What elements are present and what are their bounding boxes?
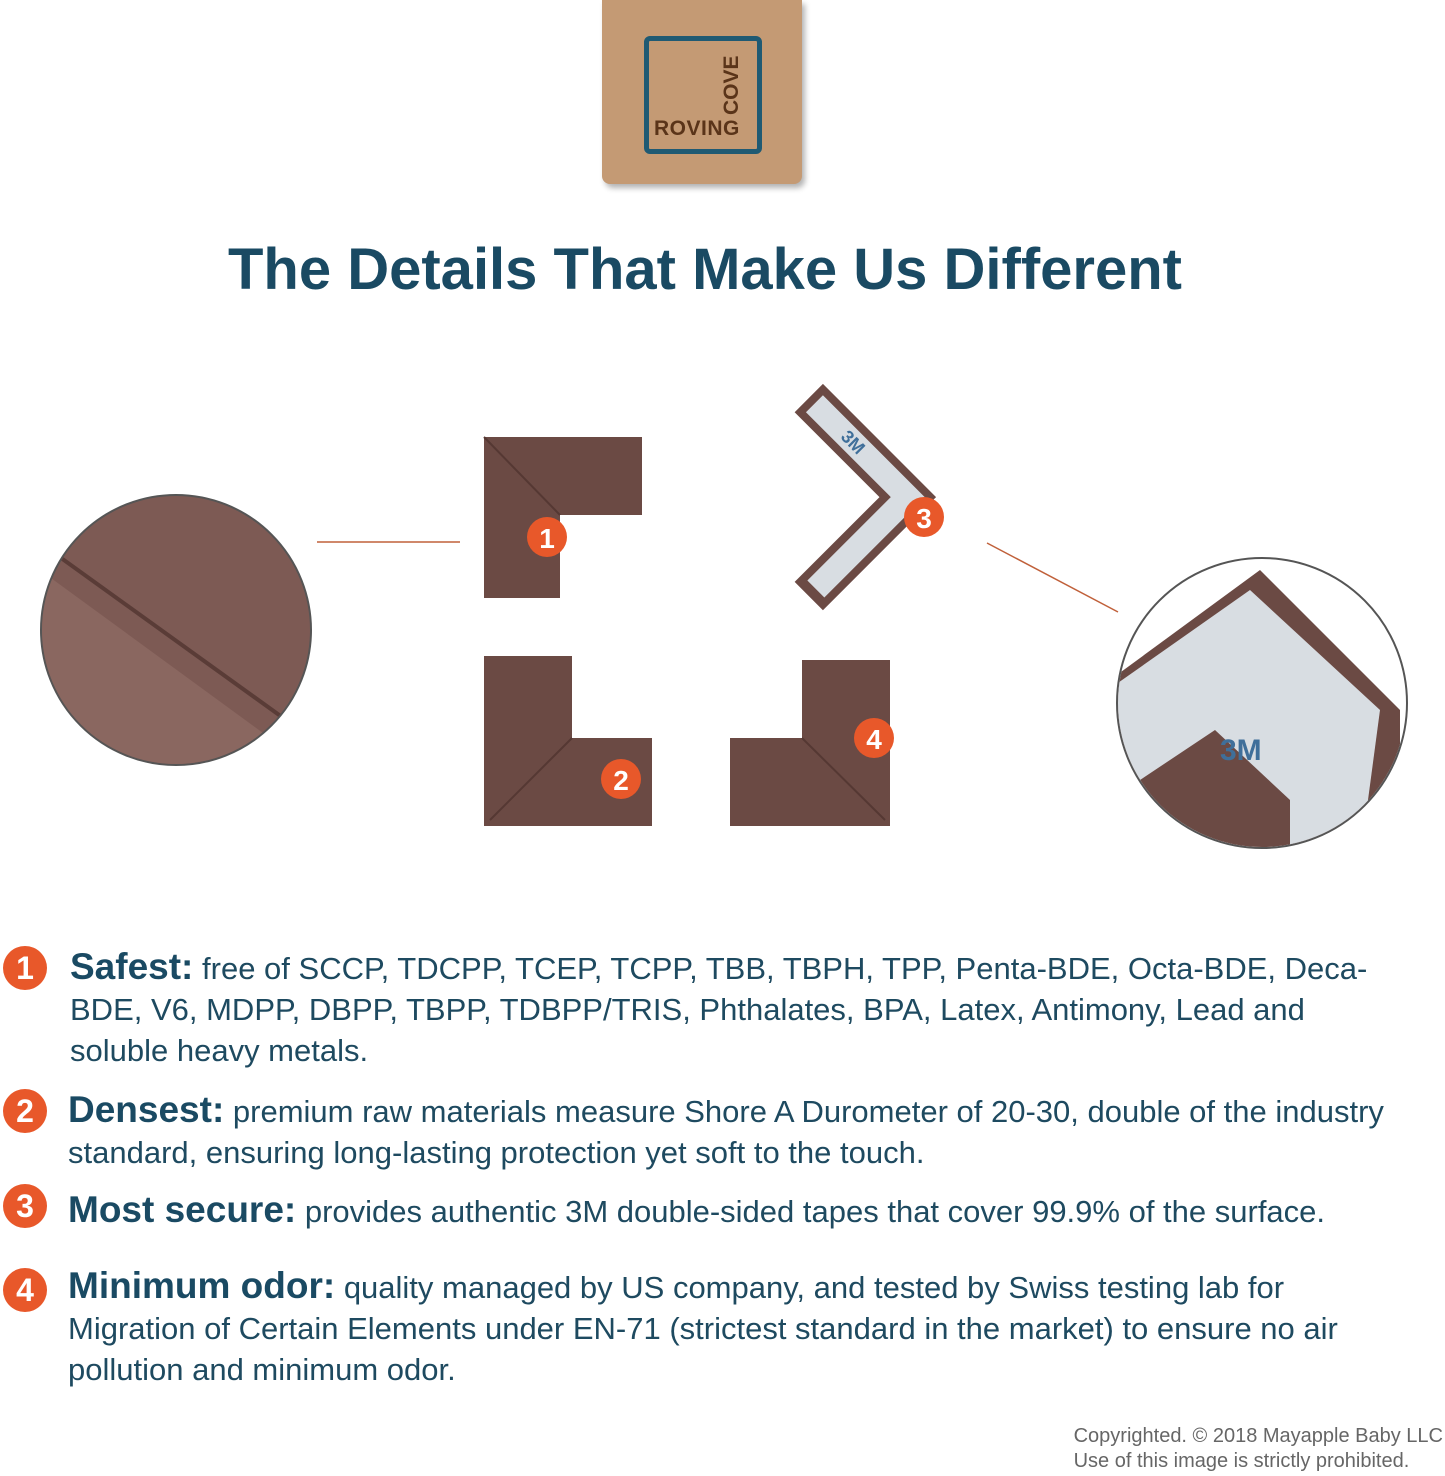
feature-text: provides authentic 3M double-sided tapes… xyxy=(304,1194,1326,1229)
marker-2: 2 xyxy=(601,759,641,799)
feature-safest: Safest: free of SCCP, TDCPP, TCEP, TCPP,… xyxy=(70,946,1400,1071)
marker-3: 3 xyxy=(904,497,944,537)
tape-label: 3M xyxy=(1220,734,1262,767)
page-title: The Details That Make Us Different xyxy=(228,237,1182,302)
feature-badge-1: 1 xyxy=(3,946,47,990)
marker-1: 1 xyxy=(527,517,567,557)
feature-heading: Minimum odor: xyxy=(68,1265,336,1306)
product-illustration: 3M 3M 1 2 3 4 xyxy=(40,383,1408,849)
feature-heading: Safest: xyxy=(70,946,194,987)
logo-cove-text: COVE xyxy=(720,55,743,115)
marker-4: 4 xyxy=(854,718,894,758)
usage-notice: Use of this image is strictly prohibited… xyxy=(1073,1450,1410,1472)
feature-heading: Densest: xyxy=(68,1089,225,1130)
svg-text:4: 4 xyxy=(866,724,882,755)
feature-badge-3: 3 xyxy=(3,1184,47,1228)
roving-cove-logo: ROVING COVE xyxy=(602,0,802,184)
feature-heading: Most secure: xyxy=(68,1189,297,1230)
corner-guard-3: 3M xyxy=(794,383,937,611)
connector-line xyxy=(986,542,1119,613)
svg-text:2: 2 xyxy=(613,765,629,796)
copyright-line: Copyrighted. © 2018 Mayapple Baby LLC xyxy=(1073,1425,1443,1447)
svg-text:3: 3 xyxy=(916,503,932,534)
feature-text: quality managed by US company, and teste… xyxy=(68,1270,1338,1387)
feature-text: free of SCCP, TDCPP, TCEP, TCPP, TBB, TB… xyxy=(70,951,1368,1068)
corner-guard-2 xyxy=(484,656,652,826)
feature-text: premium raw materials measure Shore A Du… xyxy=(68,1094,1384,1170)
feature-badge-2: 2 xyxy=(3,1089,47,1133)
feature-badge-4: 4 xyxy=(3,1268,47,1312)
feature-most-secure: Most secure: provides authentic 3M doubl… xyxy=(68,1189,1445,1232)
feature-minimum-odor: Minimum odor: quality managed by US comp… xyxy=(68,1265,1408,1390)
corner-guard-4 xyxy=(730,660,890,826)
closeup-texture xyxy=(40,494,312,766)
copyright-notice: Copyrighted. © 2018 Mayapple Baby LLC Us… xyxy=(1074,1424,1443,1474)
logo-roving-text: ROVING xyxy=(654,117,740,140)
corner-guard-1 xyxy=(483,436,642,598)
svg-text:1: 1 xyxy=(539,523,555,554)
feature-densest: Densest: premium raw materials measure S… xyxy=(68,1089,1388,1173)
logo-frame xyxy=(644,36,762,154)
closeup-tape: 3M xyxy=(1116,557,1408,849)
